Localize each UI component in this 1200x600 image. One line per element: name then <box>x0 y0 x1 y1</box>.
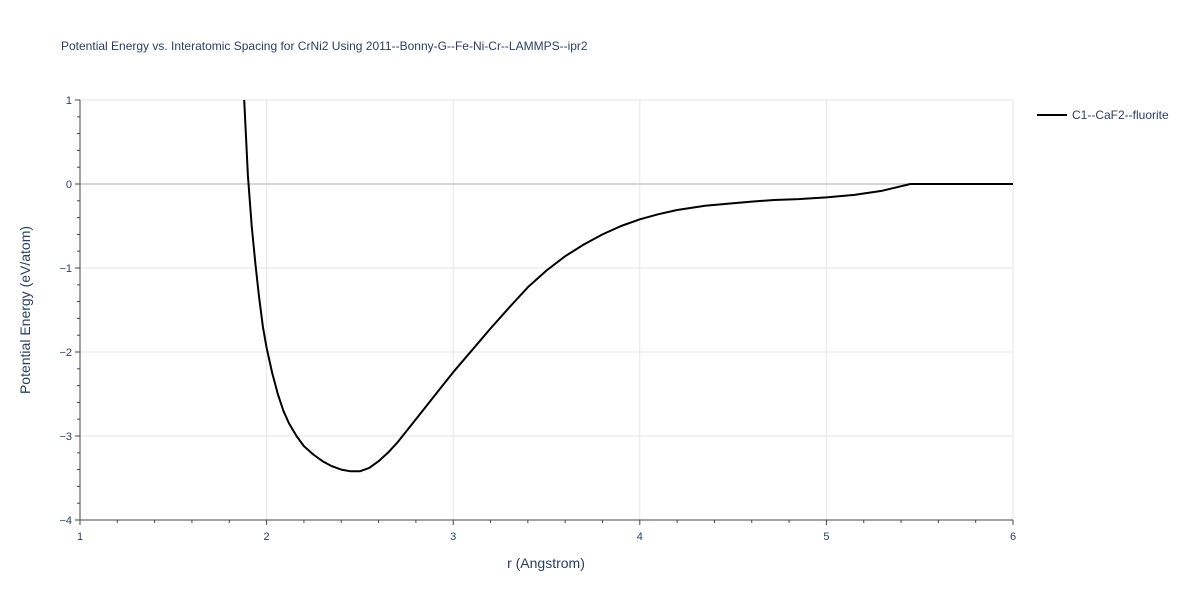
x-tick-label: 3 <box>450 531 456 543</box>
x-tick-label: 1 <box>77 531 83 543</box>
plot-area <box>243 99 1013 473</box>
grid <box>79 99 1014 521</box>
chart-title: Potential Energy vs. Interatomic Spacing… <box>61 39 588 53</box>
x-tick-label: 5 <box>823 531 829 543</box>
legend-label: C1--CaF2--fluorite <box>1072 108 1169 122</box>
y-tick-label: −4 <box>59 515 72 527</box>
y-ticks: 1 0 −1 −2 −3 −4 <box>59 95 80 527</box>
axes <box>79 100 1013 521</box>
y-tick-label: −3 <box>59 431 72 443</box>
y-axis-title: Potential Energy (eV/atom) <box>17 226 33 394</box>
x-tick-label: 4 <box>637 531 643 543</box>
series-line[interactable] <box>243 99 1013 473</box>
x-tick-label: 6 <box>1010 531 1016 543</box>
legend[interactable]: C1--CaF2--fluorite <box>1037 108 1169 122</box>
y-tick-label: −1 <box>59 263 72 275</box>
y-tick-label: 0 <box>66 179 72 191</box>
x-ticks: 1 2 3 4 5 6 <box>77 520 1016 543</box>
y-tick-label: −2 <box>59 347 72 359</box>
x-tick-label: 2 <box>264 531 270 543</box>
x-axis-title: r (Angstrom) <box>507 555 585 571</box>
y-tick-label: 1 <box>66 95 72 107</box>
